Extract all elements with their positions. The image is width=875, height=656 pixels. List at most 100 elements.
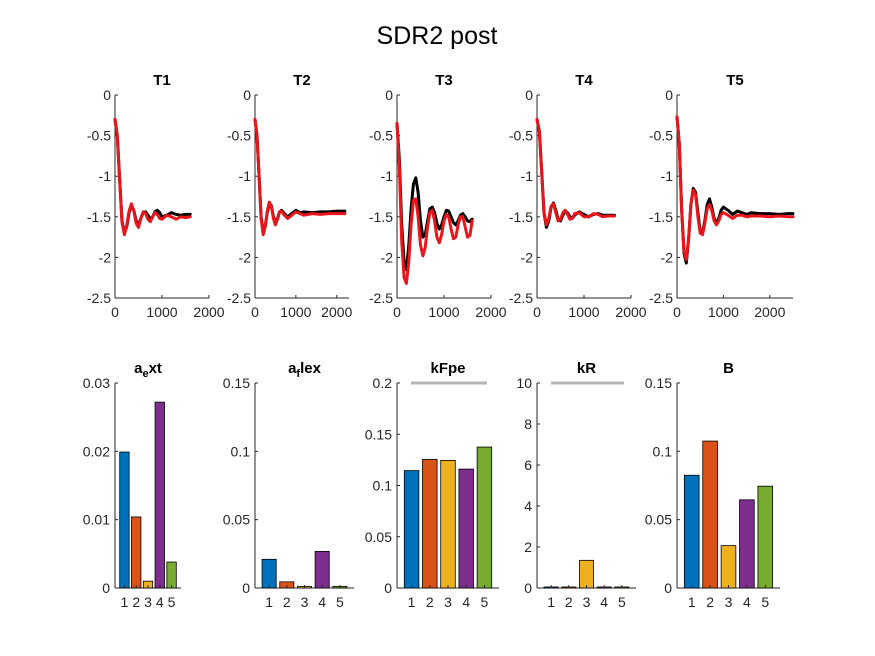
y-tick-label: 0.1 [653,443,673,459]
y-tick-label: -2 [239,249,252,265]
panel-title: T4 [575,72,593,89]
bar-panel-aext: 0 0.01 0.02 0.03 1 2 3 4 5 [83,375,181,610]
y-tick-label: 0.02 [83,443,110,459]
series-line-measured [535,117,616,229]
panel-title: kFpe [430,360,465,377]
x-tick-label: 3 [301,594,309,610]
line-panel-t5: 0-0.5-1-1.5-2-2.50 1000 2000 [649,87,795,320]
panel-title-base: a [288,360,297,377]
x-tick-label: 5 [168,594,176,610]
x-tick-label: 3 [444,594,452,610]
y-tick-label: -1 [661,168,674,184]
x-tick-label: 3 [725,594,733,610]
bar-3 [720,545,737,589]
panel-title: aflex [288,360,322,380]
y-tick-label: 0 [524,580,532,596]
y-tick-label: 0 [385,87,393,103]
x-tick-label: 1000 [568,304,599,320]
y-tick-label: 0 [103,87,111,103]
x-tick-label: 1000 [146,304,177,320]
bar-4 [154,401,165,589]
x-tick-label: 2 [283,594,291,610]
y-tick-label: 0.05 [365,529,392,545]
series-line-fit [253,117,347,237]
x-tick-label: 0 [673,304,681,320]
bar-4 [739,499,755,589]
panel-title-rest: lex [300,360,322,377]
x-tick-label: 4 [156,594,164,610]
x-tick-label: 4 [318,594,326,610]
y-tick-label: -2 [521,249,534,265]
y-tick-label: -0.5 [369,128,393,144]
x-tick-label: 5 [761,594,769,610]
y-tick-label: 0.01 [83,512,110,528]
y-tick-label: -0.5 [87,128,111,144]
x-tick-label: 2 [706,594,714,610]
y-tick-label: -0.5 [227,128,251,144]
y-tick-label: 0.05 [645,512,672,528]
bar-5 [476,446,493,589]
y-tick-label: -2.5 [649,290,673,306]
bar-3 [440,459,456,589]
panel-title-base: a [134,360,143,377]
x-tick-label: 2000 [321,304,352,320]
bar-4 [458,468,474,589]
x-tick-label: 2000 [475,304,506,320]
bar-1 [119,451,130,589]
panels: 0-0.5-1-1.5-2-2.50 1000 2000T10-0.5-1-1.5-… [83,72,795,610]
y-tick-label: 0.03 [83,375,110,391]
y-tick-label: 0.05 [223,512,250,528]
series-line-fit [535,117,616,227]
y-tick-label: -2 [381,249,394,265]
y-tick-label: 6 [524,457,532,473]
x-tick-label: 2 [565,594,573,610]
panel-title: T2 [293,72,311,89]
y-tick-label: -1.5 [649,209,673,225]
y-tick-label: -1.5 [509,209,533,225]
y-tick-label: -2.5 [227,290,251,306]
x-tick-label: 1 [121,594,129,610]
x-tick-label: 1000 [708,304,739,320]
x-tick-label: 0 [393,304,401,320]
y-tick-label: 0 [243,87,251,103]
y-tick-label: -1.5 [369,209,393,225]
panel-title-rest: xt [149,360,162,377]
y-tick-label: -1 [521,168,534,184]
bar-1 [403,470,420,589]
y-tick-label: -0.5 [509,128,533,144]
bar-panel-b: 0 0.05 0.1 0.15 1 2 3 4 5 [645,375,780,610]
x-tick-label: 1 [265,594,273,610]
x-tick-label: 0 [111,304,119,320]
y-tick-label: 0 [664,580,672,596]
y-tick-label: 4 [524,498,532,514]
y-tick-label: 0.1 [373,478,393,494]
series-line-fit [113,117,192,237]
x-tick-label: 4 [600,594,608,610]
x-tick-label: 2000 [193,304,224,320]
bar-2 [702,440,718,589]
panel-title-sub: f [296,368,300,380]
x-tick-label: 1000 [280,304,311,320]
x-tick-label: 5 [481,594,489,610]
bar-5 [757,485,774,589]
y-tick-label: -1.5 [87,209,111,225]
bar-3 [579,559,594,589]
y-tick-label: -0.5 [649,128,673,144]
bar-5 [166,561,177,589]
panel-title: T1 [153,72,171,89]
x-tick-label: 2000 [754,304,785,320]
y-tick-label: 0.1 [231,443,251,459]
series-line-fit [395,121,474,285]
x-tick-label: 2000 [615,304,646,320]
y-tick-label: -1 [239,168,252,184]
x-tick-label: 0 [251,304,259,320]
x-tick-label: 1 [408,594,416,610]
y-tick-label: 0 [102,580,110,596]
x-tick-label: 4 [462,594,470,610]
x-tick-label: 1 [547,594,555,610]
line-panel-t2: 0-0.5-1-1.5-2-2.50 1000 2000 [227,87,353,320]
bar-2 [422,458,438,589]
line-panel-t1: 0-0.5-1-1.5-2-2.50 1000 2000 [87,87,225,320]
bar-1 [261,558,277,589]
